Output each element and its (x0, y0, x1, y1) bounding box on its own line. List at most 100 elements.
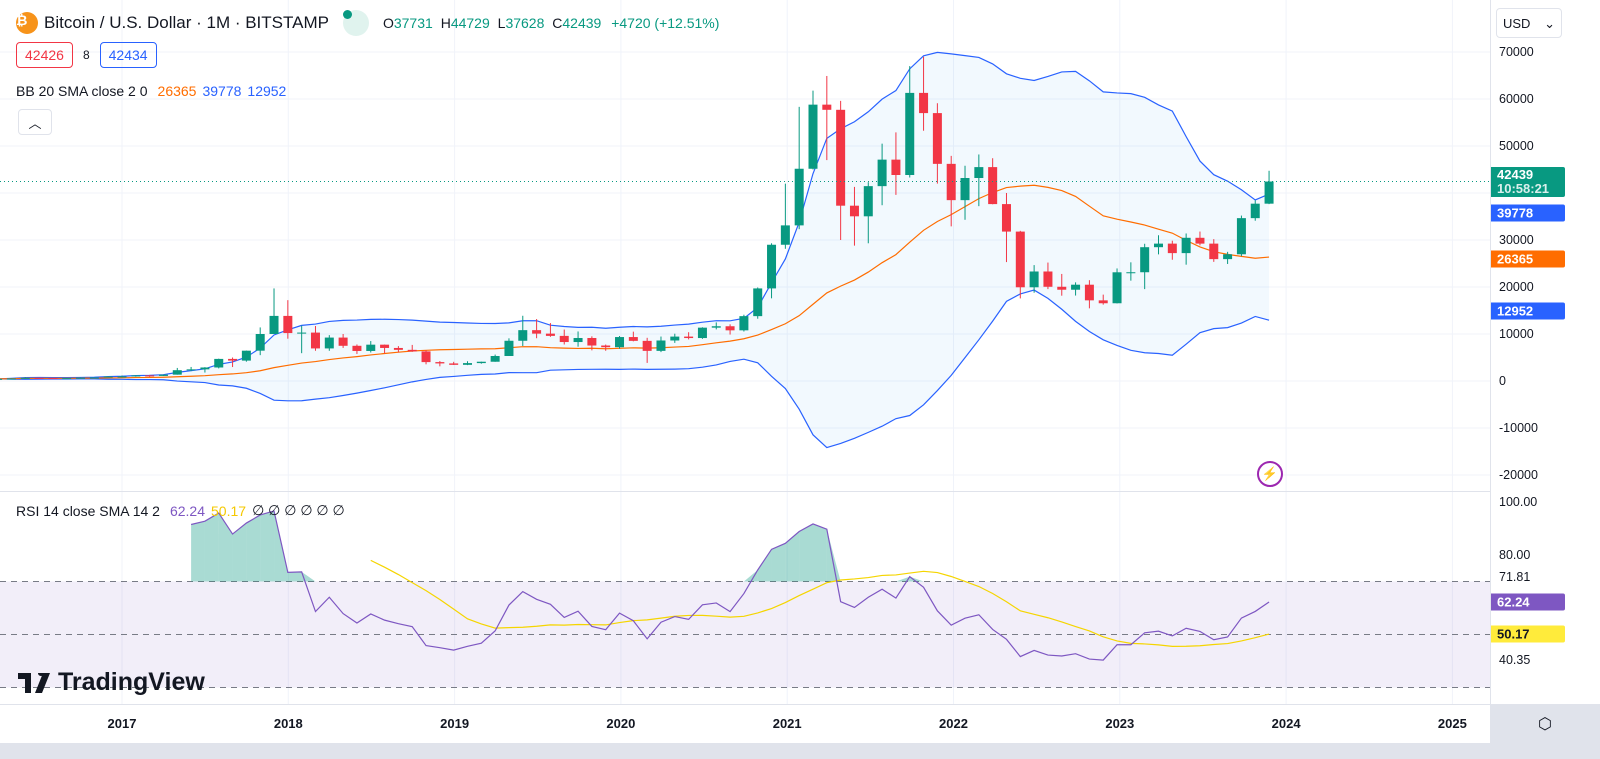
branding-text: TradingView (58, 668, 205, 696)
settings-icon[interactable]: ⬡ (1490, 704, 1600, 743)
rsi-legend[interactable]: RSI 14 close SMA 14 2 62.24 50.17 ∅ ∅ ∅ … (16, 502, 345, 519)
lightning-icon[interactable]: ⚡ (1257, 461, 1283, 487)
rsi-overbought-fill (301, 571, 316, 582)
chart-area[interactable]: ₿ Bitcoin / U.S. Dollar · 1M · BITSTAMP … (0, 0, 1600, 743)
candle-body (822, 104, 832, 110)
high-value: 44729 (450, 15, 490, 31)
open-label: O (382, 15, 394, 31)
market-status-icon[interactable] (342, 10, 369, 36)
rsi-tick-label: 80.00 (1499, 548, 1531, 562)
candle-body (172, 370, 182, 375)
rsi-overbought-fill (218, 513, 233, 582)
candle-body (158, 374, 168, 376)
last-price: 42439 (1497, 167, 1534, 182)
time-tick-label: 2021 (772, 716, 802, 731)
rsi-overbought-fill (260, 510, 275, 582)
bb-lower-badge: 12952 (1491, 302, 1565, 320)
time-tick-label: 2017 (107, 716, 137, 731)
candle-body (131, 375, 141, 377)
candle-body (932, 113, 942, 164)
tradingview-logo[interactable]: TradingView (18, 668, 205, 697)
candle-body (532, 330, 542, 334)
time-tick-label: 2020 (606, 716, 636, 731)
bb-upper-line (0, 51, 1270, 380)
candle-body (1140, 247, 1150, 273)
candle-body (34, 377, 44, 379)
candle-body (1098, 300, 1108, 304)
price-axis[interactable]: 70000 60000 50000 30000 20000 10000 0 -10000 -20… (1490, 0, 1600, 704)
time-axis[interactable]: 2017 2018 2019 2020 2021 2022 2023 2024 2025 (0, 704, 1490, 743)
rsi-line (190, 510, 1270, 661)
candle-body (946, 163, 956, 201)
candle-body (849, 205, 859, 217)
candle-body (1250, 203, 1260, 219)
rsi-sma-value: 50.17 (211, 502, 247, 519)
candle-body (1181, 237, 1191, 254)
candle-body (518, 330, 528, 341)
candle-body (974, 167, 984, 179)
candle-body (1057, 286, 1067, 290)
collapse-legend-button[interactable]: ︿ (18, 109, 52, 135)
rsi-sma-badge: 50.17 (1491, 625, 1565, 643)
tradingview-icon (18, 672, 50, 693)
candle-body (214, 358, 224, 368)
price-tick-label: -10000 (1499, 421, 1538, 435)
change-value: +4720 (+12.51%) (611, 15, 720, 31)
rsi-overbought-fill (826, 529, 841, 582)
price-tick-label: 70000 (1499, 45, 1534, 59)
bb-basis-value: 26365 (157, 83, 197, 99)
candle-body (628, 337, 638, 341)
bb-legend[interactable]: BB 20 SMA close 2 0 26365 39778 12952 (16, 83, 286, 99)
candle-body (6, 378, 16, 380)
low-value: 37628 (505, 15, 545, 31)
candle-body (490, 355, 500, 362)
rsi-pane[interactable] (0, 492, 1490, 704)
sell-button[interactable]: 42426 (16, 42, 73, 68)
time-tick-label: 2019 (440, 716, 470, 731)
symbol-title[interactable]: Bitcoin / U.S. Dollar · 1M · BITSTAMP (44, 13, 329, 32)
currency-select[interactable]: USD ⌄ (1496, 8, 1562, 38)
time-tick-label: 2018 (273, 716, 303, 731)
rsi-band-fill (0, 581, 1490, 688)
candle-body (836, 109, 846, 206)
candle-body (1015, 231, 1025, 288)
candle-body (145, 375, 155, 377)
time-tick-label: 2024 (1271, 716, 1301, 731)
candle-body (407, 349, 417, 352)
rsi-badge: 62.24 (1491, 593, 1565, 611)
candle-body (587, 337, 597, 346)
close-label: C (552, 15, 563, 31)
price-tick-label: 20000 (1499, 280, 1534, 294)
price-tick-label: 60000 (1499, 92, 1534, 106)
pane-separator[interactable] (0, 491, 1600, 492)
high-label: H (440, 15, 451, 31)
candle-body (117, 376, 127, 378)
candle-body (684, 336, 694, 339)
candle-body (808, 104, 818, 169)
candle-body (352, 345, 362, 351)
candle-body (0, 378, 3, 380)
currency-label: USD (1503, 16, 1531, 31)
bb-label: BB 20 SMA close 2 0 (16, 83, 148, 99)
candle-body (794, 168, 804, 226)
bb-upper-value: 39778 (202, 83, 242, 99)
candle-body (1001, 204, 1011, 232)
buy-button[interactable]: 42434 (99, 42, 157, 68)
candle-body (919, 92, 929, 114)
time-tick-label: 2023 (1105, 716, 1135, 731)
bb-lower-value: 12952 (247, 83, 287, 99)
candle-body (1223, 254, 1233, 260)
candle-body (767, 244, 777, 289)
price-pane[interactable] (0, 0, 1490, 491)
candle-body (449, 363, 459, 365)
chevron-down-icon: ⌄ (1544, 16, 1555, 31)
candle-body (905, 92, 915, 175)
bb-upper-badge: 39778 (1491, 204, 1565, 222)
candle-body (269, 315, 279, 334)
candle-body (1209, 243, 1219, 260)
candle-body (711, 326, 721, 328)
rsi-overbought-fill (785, 531, 800, 582)
low-label: L (497, 15, 506, 31)
bb-basis-line (0, 184, 1270, 380)
rsi-label: RSI 14 close SMA 14 2 (16, 502, 160, 519)
